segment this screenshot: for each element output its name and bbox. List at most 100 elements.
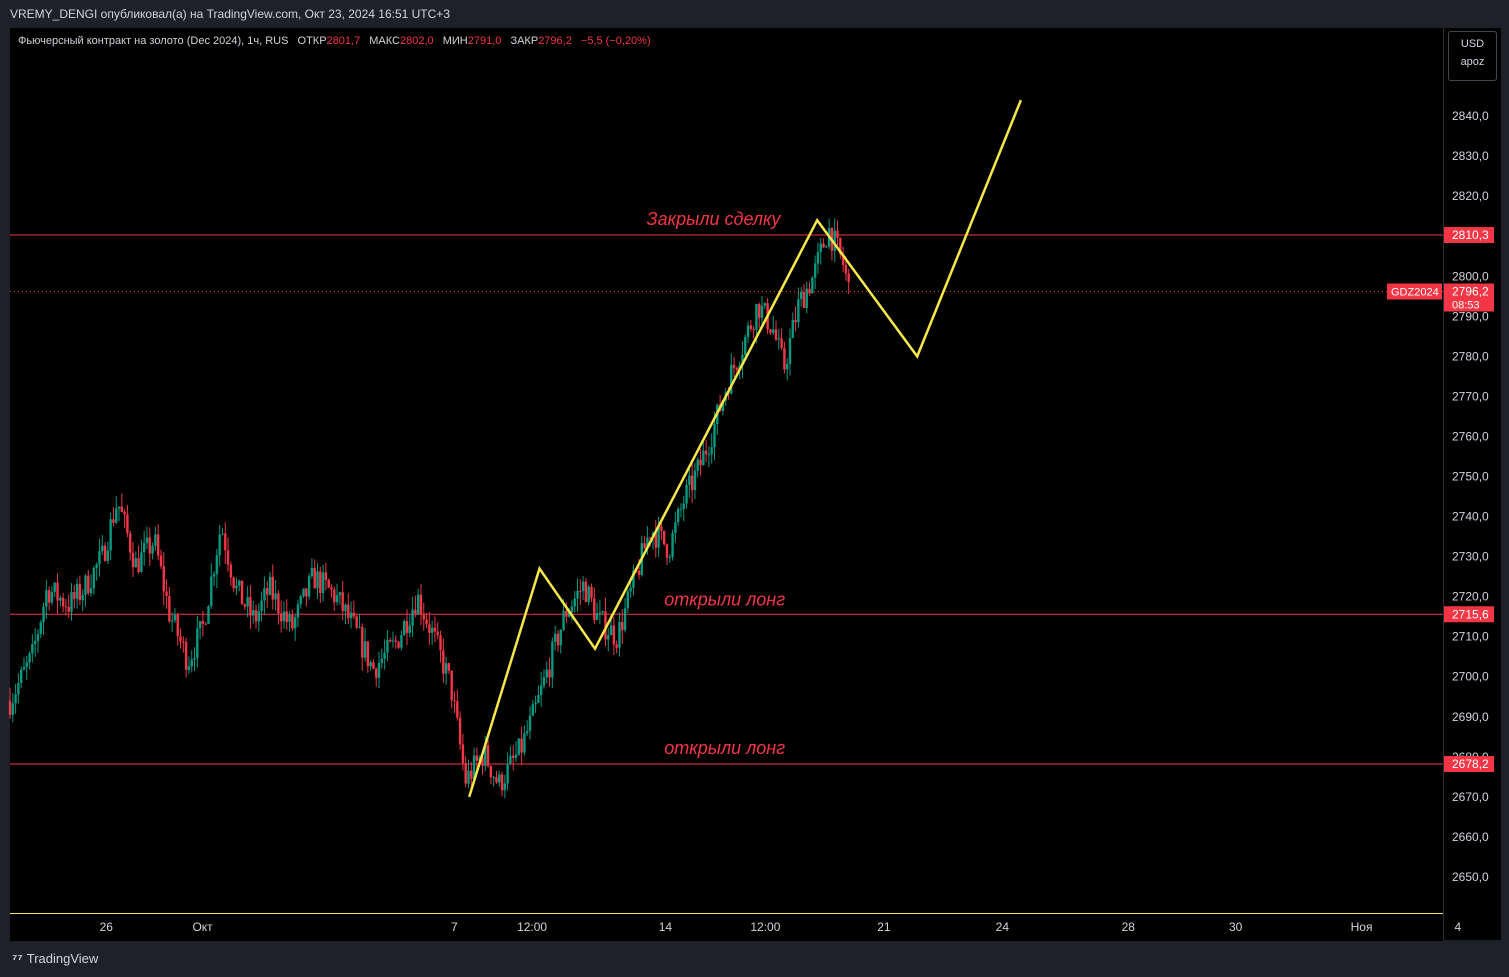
candle-body [637,570,641,575]
y-tick-label: 2670,0 [1452,790,1489,804]
candle-body [240,580,244,605]
candle-body [531,704,534,716]
candle-body [618,622,621,648]
candle-body [151,545,154,554]
candle-body [654,532,657,548]
candle-body [749,325,753,329]
candle-body [704,450,708,455]
footer-bar: ⁷⁷ TradingView [0,940,1509,977]
candle-body [841,254,845,265]
candle-body [414,609,417,615]
candle-body [760,305,764,318]
candle-body [112,519,115,523]
candle-body [509,755,512,764]
candle-body [769,329,772,333]
candle-body [741,354,744,366]
currency-label: USD [1460,38,1485,50]
candle-body [137,558,140,573]
candle-body [752,328,755,330]
candle-body [243,604,247,607]
legend-title: Фьючерсный контракт на золото (Dec 2024)… [18,35,289,47]
candle-body [229,564,233,578]
candle-body [662,530,666,545]
candle-body [53,582,56,592]
candle-body [517,738,521,755]
y-tick-label: 2830,0 [1452,149,1489,163]
price-tag-label: 2715,6 [1452,607,1489,621]
candle-body [394,640,397,642]
candle-body [341,592,344,612]
y-tick-label: 2820,0 [1452,189,1489,203]
candle-body [721,400,725,412]
x-tick-label: 7 [451,920,458,934]
candle-body [534,702,537,705]
candle-body [629,587,632,592]
candle-body [839,238,842,255]
candle-body [271,576,274,600]
candle-body [377,662,381,678]
candle-body [539,685,543,696]
candle-body [758,304,761,318]
candle-body [170,620,174,622]
candle-body [785,363,789,370]
x-tick-label: 12:00 [517,920,547,934]
candle-body [198,621,202,629]
legend-change-value: −5,5 (−0,20%) [580,35,651,47]
candle-body [33,641,37,645]
candle-body [797,299,800,323]
chart-pane[interactable] [10,28,1443,940]
candle-body [92,567,96,589]
candle-body [344,604,347,612]
candle-body [296,604,300,618]
candle-body [470,770,473,779]
candle-body [632,570,635,588]
candle-body [106,550,110,561]
candle-body [735,368,739,370]
candle-body [293,617,297,629]
x-tick-label: 28 [1122,920,1136,934]
y-tick-label: 2790,0 [1452,309,1489,323]
candle-body [265,588,269,595]
candle-body [366,641,370,667]
candle-body [847,273,850,282]
x-tick-label: Окт [192,920,213,934]
candle-body [450,670,453,701]
candle-body [140,552,143,573]
candle-body [590,586,593,599]
tradingview-brand[interactable]: ⁷⁷ TradingView [12,951,98,966]
candle-body [187,666,191,670]
candle-body [816,251,820,264]
candle-body [799,292,803,300]
annotation-text: открыли лонг [664,590,785,610]
y-tick-label: 2710,0 [1452,630,1489,644]
candle-body [556,633,560,646]
candle-body [676,509,680,523]
legend-low-value: 2791,0 [467,35,502,47]
candle-body [288,614,291,622]
candle-body [397,641,400,648]
candle-body [131,552,135,568]
time-axis[interactable] [10,913,1443,941]
price-axis[interactable] [1443,28,1501,940]
candle-body [512,755,515,758]
candle-body [45,590,48,607]
candle-body [182,641,185,643]
candle-body [623,608,627,631]
candle-body [567,612,571,617]
candle-body [109,519,112,551]
y-tick-label: 2760,0 [1452,429,1489,443]
currency-unit-button[interactable]: USD apoz [1448,31,1497,81]
candle-body [349,612,353,619]
candle-body [330,587,333,590]
candle-body [604,611,607,640]
candle-body [805,288,808,308]
candle-body [257,611,261,622]
candle-body [707,454,711,456]
candle-body [101,545,104,552]
candle-body [489,765,493,778]
current-price-label: 2796,2 [1452,284,1489,298]
candle-body [579,590,582,592]
candle-body [685,484,688,504]
candle-body [268,576,272,595]
candle-body [347,604,350,619]
